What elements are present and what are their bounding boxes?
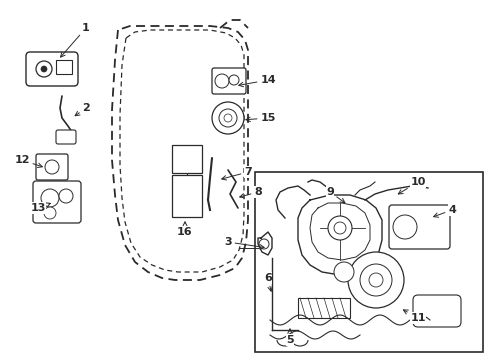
FancyBboxPatch shape (412, 295, 460, 327)
FancyBboxPatch shape (56, 130, 76, 144)
Text: 4: 4 (433, 205, 455, 217)
Text: 16: 16 (177, 222, 192, 237)
Text: 13: 13 (30, 203, 50, 213)
FancyBboxPatch shape (212, 68, 245, 94)
FancyBboxPatch shape (36, 154, 68, 180)
Circle shape (215, 74, 228, 88)
Circle shape (333, 222, 346, 234)
Circle shape (45, 160, 59, 174)
Bar (254, 172, 482, 352)
Circle shape (219, 109, 237, 127)
Text: 6: 6 (264, 273, 272, 291)
Circle shape (347, 252, 403, 308)
Circle shape (359, 264, 391, 296)
Text: 5: 5 (285, 329, 293, 345)
Text: 11: 11 (403, 310, 425, 323)
Text: 7: 7 (221, 167, 251, 180)
Text: 8: 8 (239, 187, 262, 198)
Circle shape (228, 75, 239, 85)
Bar (297, 298, 349, 318)
Circle shape (333, 262, 353, 282)
Circle shape (44, 207, 56, 219)
FancyBboxPatch shape (388, 205, 449, 249)
Text: 3: 3 (224, 237, 264, 249)
Circle shape (259, 239, 268, 249)
Text: 1: 1 (61, 23, 90, 57)
Circle shape (59, 189, 73, 203)
Circle shape (368, 273, 382, 287)
Circle shape (36, 61, 52, 77)
Bar (56, 60, 72, 74)
Text: 9: 9 (325, 187, 344, 203)
Circle shape (212, 102, 244, 134)
Circle shape (224, 114, 231, 122)
Circle shape (41, 66, 47, 72)
Circle shape (41, 189, 59, 207)
Bar (172, 175, 202, 217)
Text: 10: 10 (398, 177, 425, 194)
Text: 15: 15 (245, 113, 275, 123)
Text: 14: 14 (238, 75, 275, 87)
Text: 2: 2 (75, 103, 90, 116)
Text: 12: 12 (14, 155, 42, 167)
Bar (172, 145, 202, 173)
FancyBboxPatch shape (26, 52, 78, 86)
FancyBboxPatch shape (33, 181, 81, 223)
Circle shape (327, 216, 351, 240)
Circle shape (392, 215, 416, 239)
